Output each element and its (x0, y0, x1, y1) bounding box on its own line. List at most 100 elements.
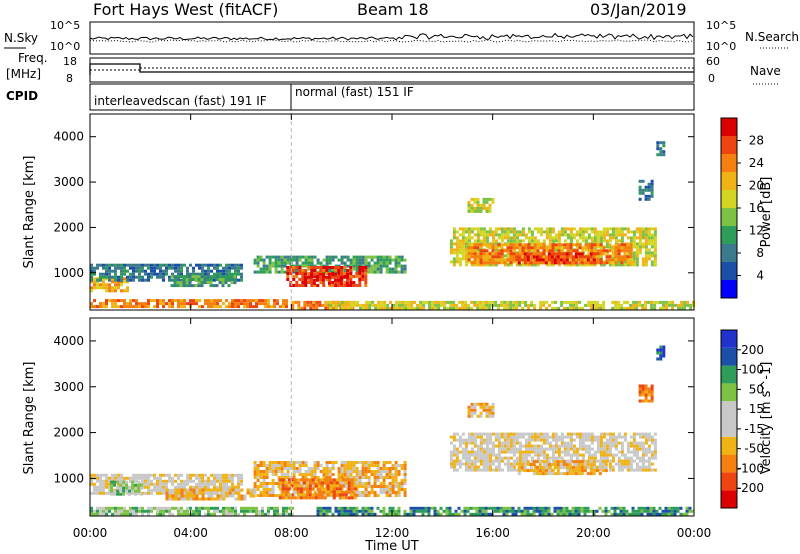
power-echo-region (329, 300, 696, 310)
y-tick-label: 2000 (53, 220, 84, 234)
freq-label-1: Freq. (18, 51, 48, 65)
power-echo-region (638, 179, 654, 201)
colorbar-block (721, 347, 737, 366)
colorbar-tick-label: 28 (749, 134, 764, 148)
nsky-tick-low: 10^0 (50, 40, 80, 53)
freq-label-2: [MHz] (6, 67, 41, 81)
power-echo-region (90, 299, 288, 309)
nave-tick-low: 0 (708, 72, 715, 85)
velocity-colorbar-blocks (720, 329, 738, 509)
nsky-trace (89, 32, 695, 52)
colorbar-block (721, 383, 737, 402)
colorbar-tick-label: -200 (737, 481, 764, 495)
x-tick-label: 00:00 (677, 526, 712, 540)
velocity-y-ticks: 1000 2000 3000 4000 (53, 334, 694, 485)
velocity-echo-region (165, 488, 256, 501)
colorbar-tick-label: 24 (749, 156, 764, 170)
x-tick-label: 16:00 (475, 526, 510, 540)
cpid-panel-frame (89, 83, 695, 111)
power-panel: 1000 2000 3000 4000 Slant Range [km] (22, 113, 696, 311)
colorbar-tick-label: 200 (741, 343, 764, 357)
power-echo-region (170, 275, 237, 288)
colorbar-block (721, 208, 737, 226)
colorbar-block (721, 280, 737, 298)
colorbar-tick-label: -50 (744, 442, 764, 456)
cpid-label: CPID (6, 89, 38, 103)
colorbar-tick-label: 12 (749, 224, 764, 238)
nsky-label: N.Sky (4, 31, 38, 45)
velocity-colorbar: 200 100 50 15 -15 -50 -100 -200 Velocity [m s^-… (720, 329, 774, 509)
colorbar-tick-label: 50 (749, 382, 764, 396)
velocity-echo-region (90, 506, 294, 516)
y-tick-label: 4000 (53, 130, 84, 144)
power-ylabel: Slant Range [km] (22, 156, 37, 269)
velocity-echo-region (449, 432, 657, 472)
colorbar-frame (720, 329, 738, 509)
colorbar-block (721, 190, 737, 208)
nave-line (90, 67, 694, 71)
colorbar-tick-label: 8 (756, 246, 764, 260)
velocity-panel: 1000 2000 3000 4000 Slant Range [km] (22, 317, 695, 517)
colorbar-block (721, 472, 737, 491)
colorbar-block (721, 454, 737, 473)
y-tick-label: 3000 (53, 380, 84, 394)
colorbar-block (721, 262, 737, 280)
x-tick-label: 04:00 (173, 526, 208, 540)
velocity-data (90, 318, 695, 516)
freq-line (89, 63, 694, 75)
nsearch-tick-high: 10^5 (706, 19, 736, 32)
date-title: 03/Jan/2019 (590, 0, 687, 19)
y-tick-label: 1000 (53, 266, 84, 280)
x-tick-label: 12:00 (375, 526, 410, 540)
colorbar-block (721, 172, 737, 190)
colorbar-tick-label: -15 (744, 422, 764, 436)
colorbar-block (721, 436, 737, 455)
velocity-echo-region (110, 480, 144, 496)
x-tick-label: 00:00 (73, 526, 108, 540)
colorbar-block (721, 154, 737, 172)
velocity-echo-region (316, 506, 695, 516)
nsearch-line (89, 39, 695, 43)
velocity-echo-region (467, 402, 495, 418)
colorbar-block (721, 118, 737, 136)
colorbar-block (721, 330, 737, 348)
velocity-ylabel: Slant Range [km] (22, 362, 37, 475)
freq-trace (89, 63, 694, 75)
colorbar-tick-label: 4 (756, 269, 764, 283)
nsearch-tick-low: 10^0 (706, 40, 736, 53)
y-tick-label: 4000 (53, 334, 84, 348)
colorbar-block (721, 490, 737, 508)
cpid-segment-1: interleavedscan (fast) 191 IF (94, 94, 267, 108)
power-echo-region (90, 263, 243, 282)
colorbar-block (721, 401, 737, 419)
x-tick-label: 08:00 (274, 526, 309, 540)
power-colorbar-ticks: 28 24 20 16 12 8 4 (737, 134, 764, 283)
nave-tick-high: 60 (706, 55, 720, 68)
station-title: Fort Hays West (fitACF) (93, 0, 278, 19)
velocity-echo-region (278, 478, 357, 500)
colorbar-block (721, 244, 737, 262)
beam-title: Beam 18 (357, 0, 429, 19)
freq-tick-high: 18 (63, 55, 77, 68)
power-colorbar: 28 24 20 16 12 8 4 Power [dB] (720, 117, 774, 299)
power-data (90, 114, 696, 310)
nave-label: Nave (750, 64, 781, 78)
velocity-echo-region (517, 460, 608, 476)
power-colorbar-label: Power [dB] (759, 177, 774, 248)
nsky-tick-high: 10^5 (50, 19, 80, 32)
colorbar-block (721, 136, 737, 154)
colorbar-tick-label: 15 (749, 402, 764, 416)
colorbar-tick-label: 100 (741, 363, 764, 377)
velocity-echo-region (638, 384, 654, 403)
y-tick-label: 3000 (53, 175, 84, 189)
colorbar-block (721, 226, 737, 244)
power-colorbar-blocks (720, 117, 738, 299)
nsky-line (89, 32, 694, 52)
velocity-colorbar-label: Velocity [m s^-1] (759, 362, 774, 475)
colorbar-block (721, 365, 737, 384)
power-echo-region (517, 252, 596, 265)
cpid-segment-2: normal (fast) 151 IF (295, 85, 414, 99)
x-axis-label: Time UT (364, 539, 418, 554)
colorbar-tick-label: 16 (749, 201, 764, 215)
